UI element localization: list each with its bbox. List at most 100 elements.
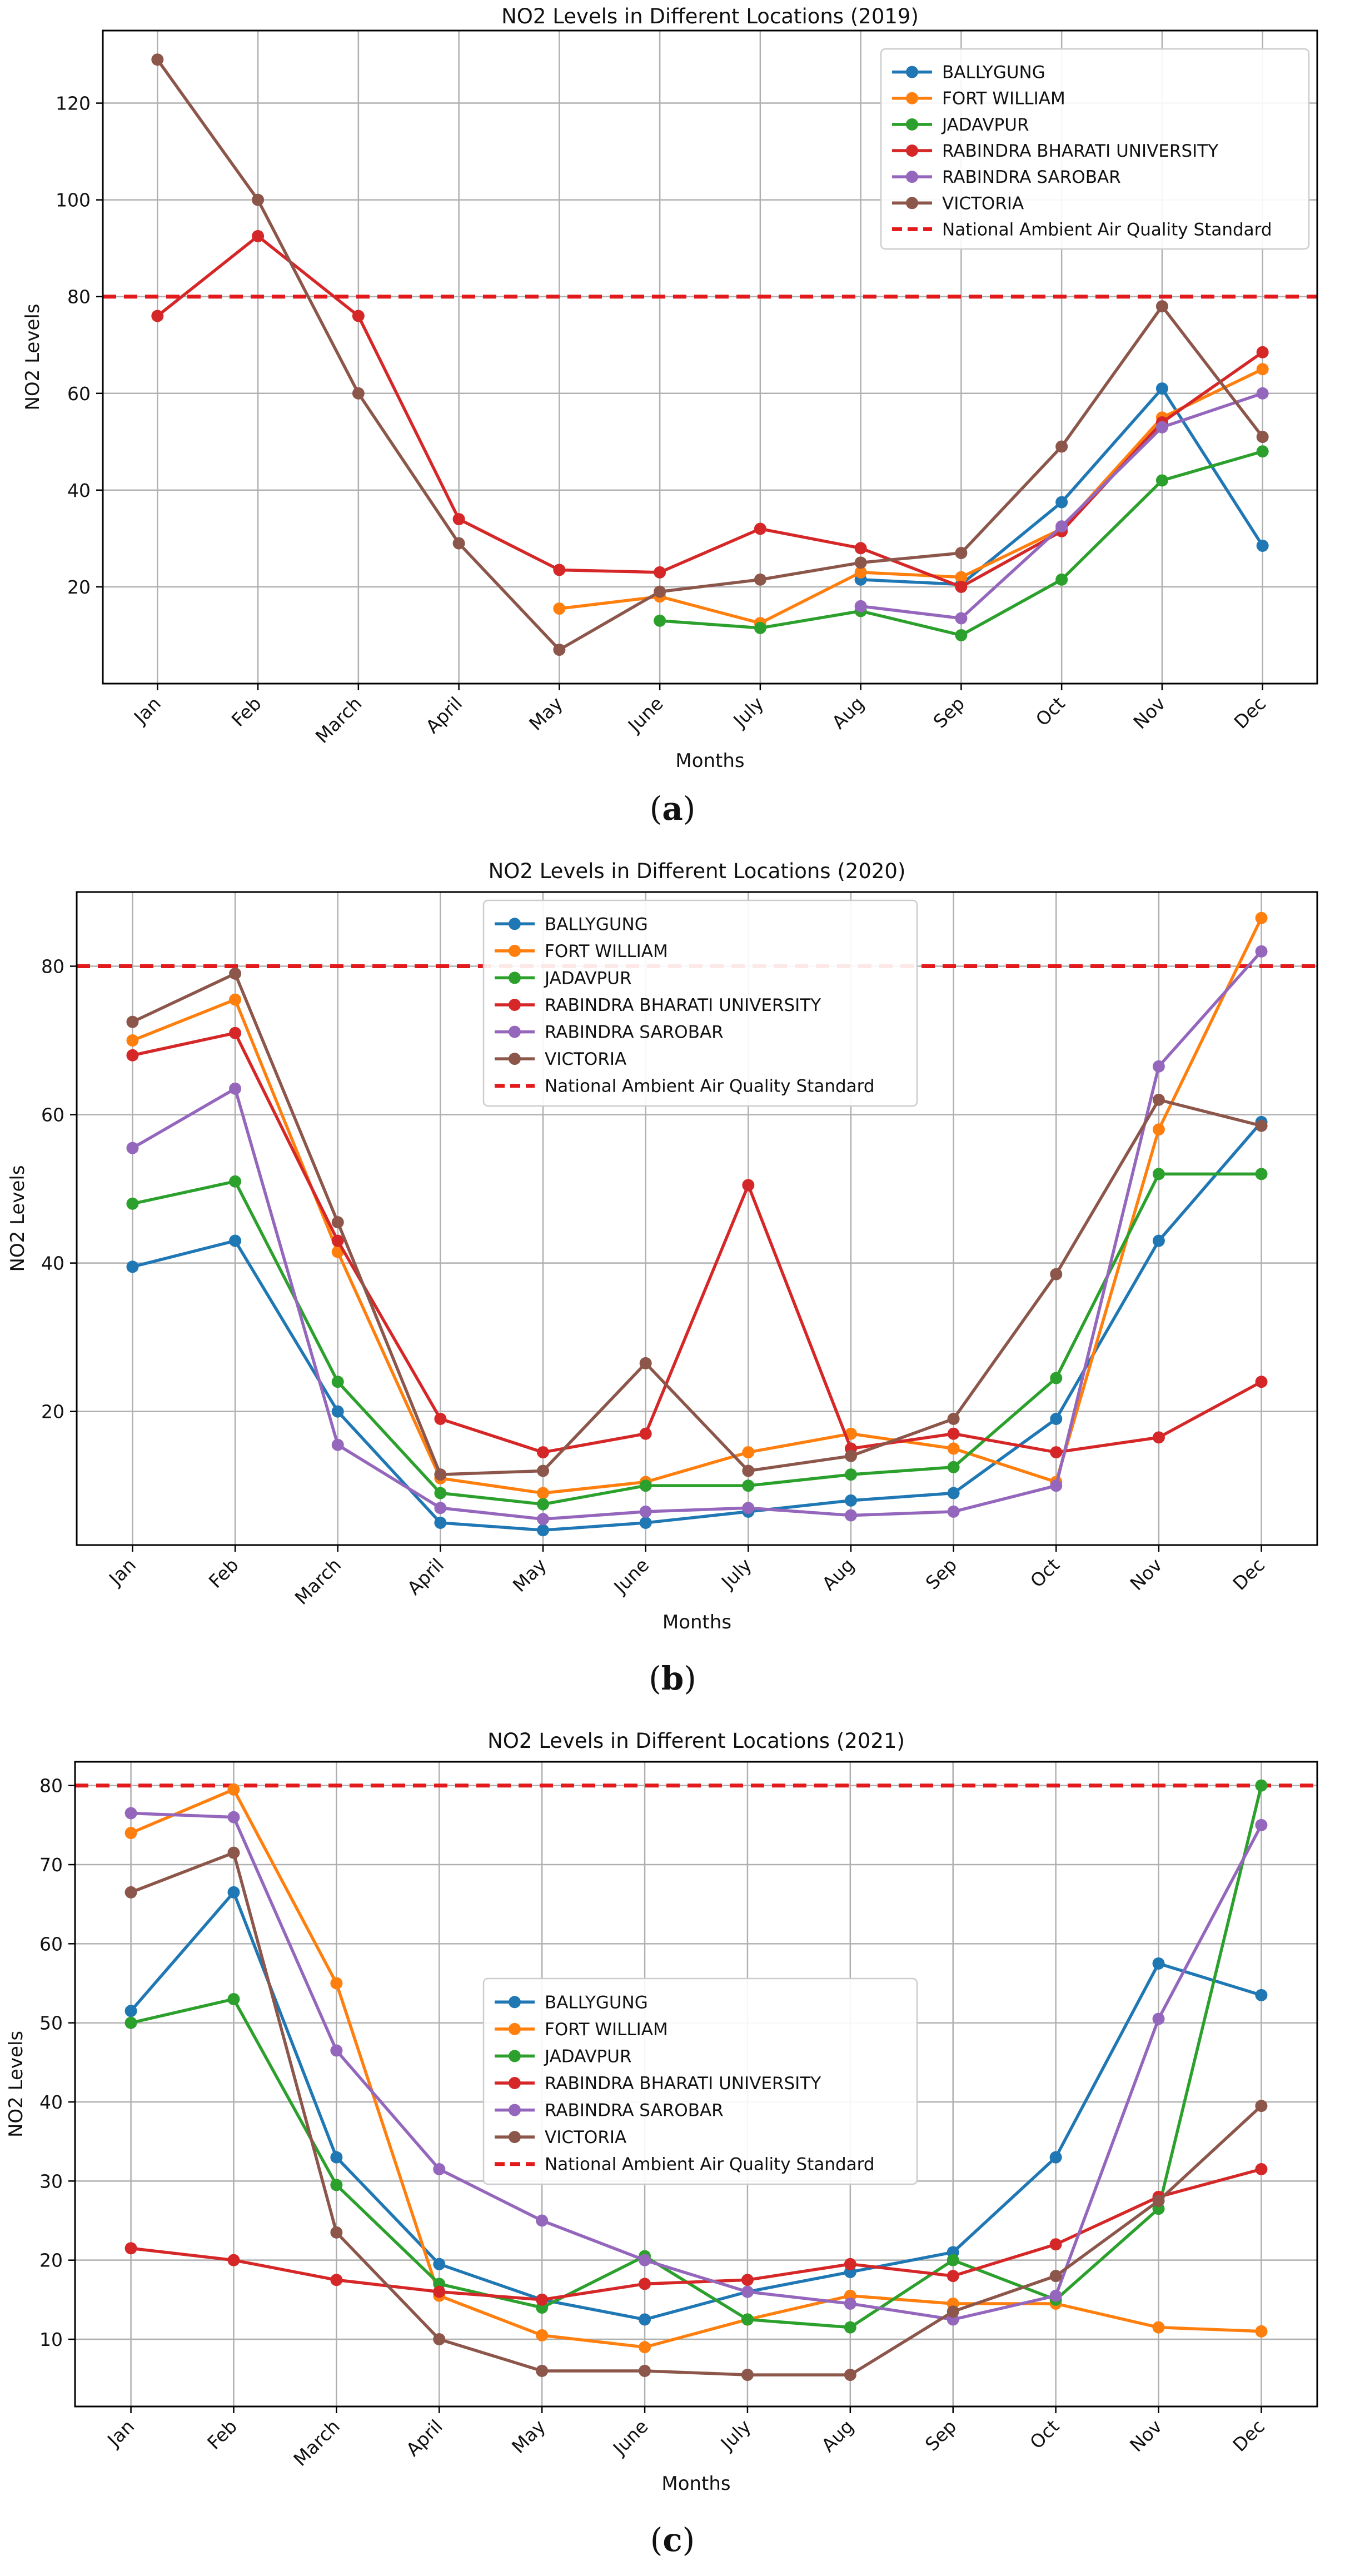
data-point — [1049, 2151, 1062, 2164]
y-tick-label: 80 — [67, 286, 91, 308]
data-point — [1155, 421, 1168, 434]
legend-label: RABINDRA SAROBAR — [942, 167, 1121, 187]
x-tick-label: Oct — [1026, 1554, 1064, 1592]
legend-label: FORT WILLIAM — [545, 941, 668, 961]
data-point — [331, 1405, 344, 1418]
legend-label: VICTORIA — [545, 2127, 626, 2148]
data-point — [639, 1427, 652, 1440]
x-tick-label: June — [623, 692, 667, 737]
chart-title: NO2 Levels in Different Locations (2020) — [489, 859, 906, 883]
legend-swatch-marker — [509, 918, 521, 930]
data-point — [252, 193, 265, 206]
series-line — [132, 1031, 1262, 1454]
series-line — [156, 235, 1264, 589]
series-rabindra-bharati-university — [124, 2163, 1268, 2306]
data-point — [741, 2313, 754, 2326]
chart-panel-a: NO2 Levels in Different Locations (2019)… — [22, 4, 1318, 828]
data-point — [330, 2226, 343, 2239]
legend-swatch-marker — [509, 2022, 521, 2035]
axes-frame — [74, 1761, 1318, 2408]
data-point — [1049, 2238, 1062, 2251]
legend-label: FORT WILLIAM — [942, 89, 1065, 109]
legend: BALLYGUNG FORT WILLIAM JADAVPUR RABINDRA BH… — [482, 899, 918, 1107]
series-line — [131, 1811, 1263, 2321]
legend-swatch-marker — [509, 999, 521, 1011]
y-tick-label: 60 — [67, 383, 91, 405]
legend-label: VICTORIA — [942, 193, 1024, 213]
data-point — [1152, 1957, 1165, 1970]
series-line — [132, 917, 1263, 1495]
x-tick-label: Jan — [104, 1554, 140, 1590]
data-point — [1152, 2321, 1165, 2334]
data-point — [1255, 911, 1268, 924]
data-point — [639, 1479, 652, 1492]
x-tick-label: Nov — [1129, 692, 1169, 733]
x-tick-label: Aug — [817, 2415, 858, 2456]
data-point — [1255, 945, 1268, 958]
data-point — [742, 1179, 755, 1192]
data-point — [553, 564, 566, 576]
data-point — [1255, 2325, 1268, 2338]
x-tick-label: April — [421, 692, 466, 738]
data-point — [742, 1502, 755, 1514]
legend-box — [482, 899, 918, 1107]
data-point — [639, 1357, 652, 1369]
axes-frame — [76, 891, 1318, 1546]
data-point — [536, 2329, 549, 2341]
data-point — [433, 2258, 446, 2270]
data-point — [434, 1468, 447, 1481]
legend-box — [482, 1977, 918, 2185]
data-point — [947, 1461, 960, 1473]
data-point — [126, 1049, 139, 1062]
x-axis-label: Months — [662, 1611, 731, 1633]
data-point — [352, 310, 365, 322]
data-point — [639, 2254, 651, 2266]
y-tick-label: 20 — [41, 1401, 64, 1423]
x-tick-label: April — [403, 1554, 448, 1599]
data-point — [947, 1505, 960, 1518]
data-point — [433, 2333, 446, 2346]
data-point — [124, 2005, 137, 2017]
x-tick-label: July — [716, 1554, 756, 1593]
x-tick-label: March — [289, 2415, 344, 2470]
data-point — [639, 1505, 652, 1518]
data-point — [1050, 1479, 1063, 1492]
data-point — [947, 1442, 960, 1455]
axes-frame — [102, 29, 1318, 685]
data-point — [1152, 1431, 1165, 1444]
data-point — [126, 1197, 139, 1210]
data-point — [124, 2016, 137, 2029]
data-point — [754, 573, 766, 586]
x-tick-label: May — [507, 2415, 550, 2458]
x-tick-label: June — [609, 1554, 654, 1598]
series-victoria — [151, 53, 1269, 656]
series-line — [132, 950, 1263, 1521]
data-point — [1255, 1779, 1268, 1792]
x-axis-label: Months — [661, 2473, 730, 2495]
data-point — [1152, 1234, 1165, 1247]
data-point — [536, 2364, 549, 2377]
data-point — [227, 1811, 240, 1823]
series-line — [132, 1121, 1263, 1532]
legend-label: VICTORIA — [545, 1049, 626, 1069]
series-line — [130, 1788, 1262, 2349]
chart-title: NO2 Levels in Different Locations (2021) — [487, 1729, 905, 1753]
data-point — [1155, 474, 1168, 487]
data-point — [126, 1015, 139, 1028]
data-point — [352, 387, 365, 400]
data-point — [639, 2313, 651, 2326]
data-point — [227, 1886, 240, 1899]
series-rabindra-sarobar — [854, 387, 1269, 625]
legend-swatch-marker — [906, 92, 918, 104]
series-line — [131, 2168, 1262, 2301]
data-point — [229, 1234, 242, 1247]
data-point — [124, 1827, 137, 1840]
legend-swatch-marker — [906, 145, 918, 157]
legend-label: BALLYGUNG — [942, 63, 1045, 83]
legend-label: JADAVPUR — [544, 2046, 631, 2066]
data-point — [844, 2258, 856, 2270]
data-point — [126, 1034, 139, 1047]
legend-label: National Ambient Air Quality Standard — [545, 1077, 875, 1097]
legend-swatch-marker — [509, 1996, 521, 2009]
x-tick-label: May — [525, 692, 567, 735]
